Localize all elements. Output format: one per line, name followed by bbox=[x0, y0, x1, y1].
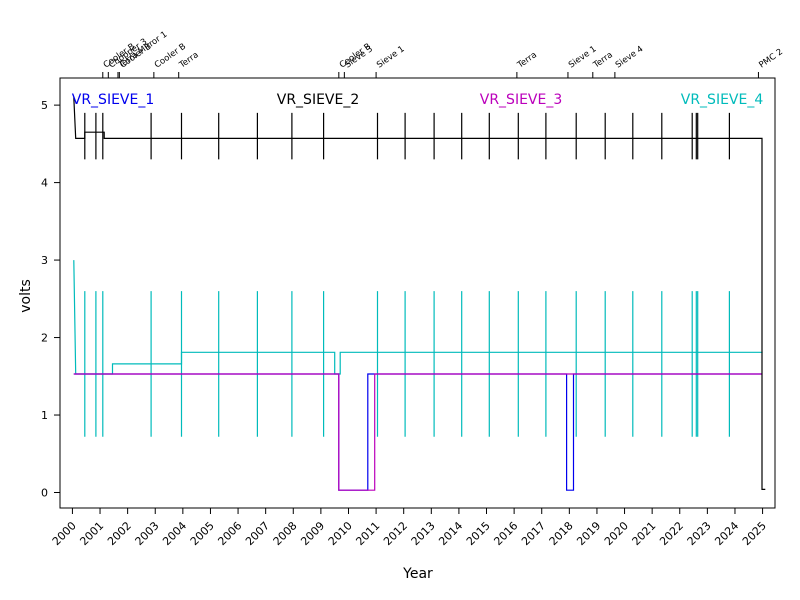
plot-series bbox=[73, 97, 766, 491]
plot-frame bbox=[59, 77, 776, 509]
y-tick-label: 2 bbox=[41, 332, 48, 345]
y-axis: 0 1 2 3 4 5 bbox=[41, 99, 60, 500]
y-axis-label: volts bbox=[18, 279, 34, 313]
series-line-vr-sieve-3 bbox=[73, 373, 762, 491]
series-label: VR_SIEVE_4 bbox=[681, 92, 764, 108]
y-tick-label: 5 bbox=[41, 99, 48, 112]
y-tick-label: 3 bbox=[41, 254, 48, 267]
series-labels: VR_SIEVE_1 VR_SIEVE_2 VR_SIEVE_3 VR_SIEVE_4 bbox=[72, 92, 764, 108]
series-line-vr-sieve-2 bbox=[73, 97, 766, 490]
x-axis-label: Year bbox=[402, 566, 433, 582]
series-label: VR_SIEVE_1 bbox=[72, 92, 155, 108]
y-tick-label: 0 bbox=[41, 487, 48, 500]
series-label: VR_SIEVE_3 bbox=[480, 92, 563, 108]
y-tick-label: 1 bbox=[41, 409, 48, 422]
series-label: VR_SIEVE_2 bbox=[277, 92, 360, 108]
y-tick-label: 4 bbox=[41, 177, 48, 190]
